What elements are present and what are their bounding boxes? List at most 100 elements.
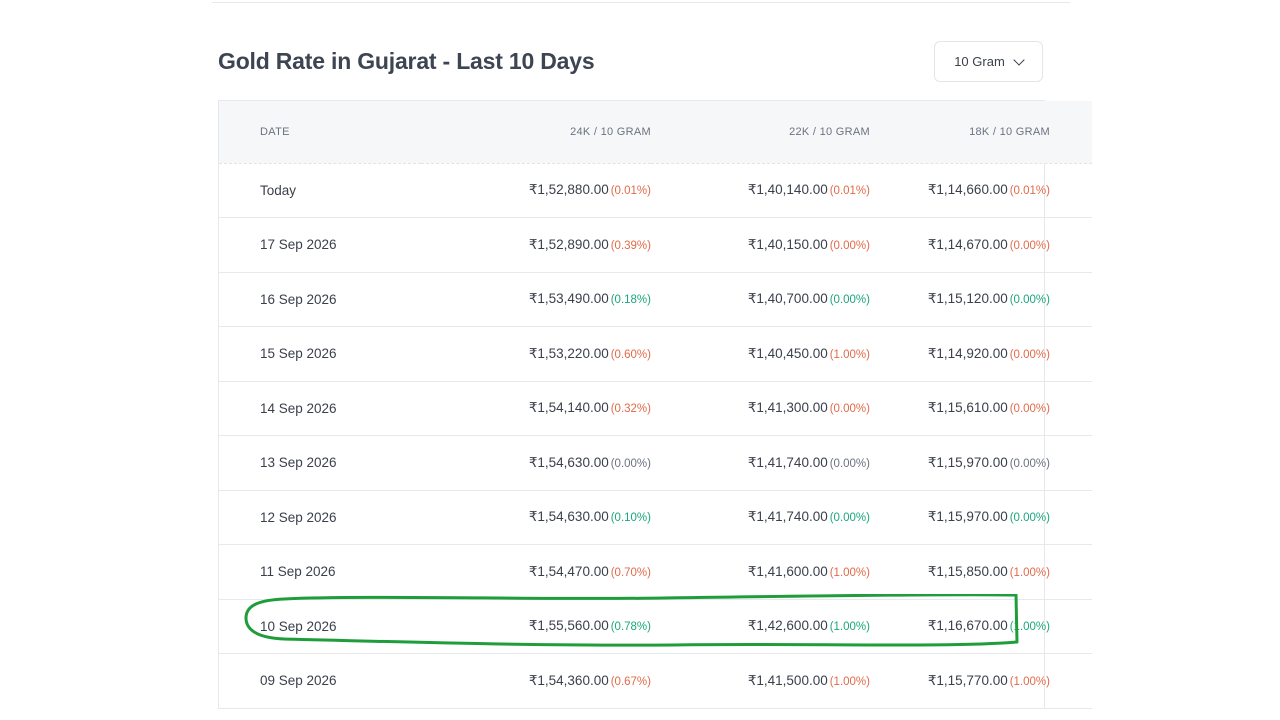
cell-24k: ₹1,55,560.00 (0.78%) (421, 599, 651, 654)
cell-24k-value: ₹1,54,470.00 (528, 563, 609, 579)
cell-18k-change: (0.00%) (1009, 457, 1050, 470)
chevron-down-icon (1013, 53, 1025, 66)
cell-18k: ₹1,15,850.00 (1.00%) (871, 544, 1092, 600)
cell-22k-value: ₹1,40,140.00 (747, 182, 828, 198)
cell-24k-change: (0.18%) (610, 294, 651, 307)
table-row: 16 Sep 2026 ₹1,53,490.00 (0.18%) ₹1,40,700.… (219, 272, 1092, 327)
cell-18k: ₹1,15,970.00 (0.00%) (871, 490, 1092, 545)
cell-24k-change: (0.00%) (610, 457, 651, 470)
cell-date-value: 15 Sep 2026 (260, 346, 337, 362)
cell-22k-change: (1.00%) (829, 566, 870, 579)
cell-date: 14 Sep 2026 (219, 381, 421, 436)
cell-18k: ₹1,14,670.00 (0.00%) (871, 217, 1092, 273)
cell-24k-value: ₹1,54,630.00 (528, 509, 609, 525)
cell-22k-value: ₹1,41,740.00 (747, 454, 828, 470)
cell-date: 13 Sep 2026 (219, 435, 421, 491)
cell-18k-value: ₹1,14,920.00 (927, 345, 1008, 361)
cell-18k-value: ₹1,14,670.00 (927, 236, 1008, 252)
cell-22k-value: ₹1,41,600.00 (747, 563, 828, 579)
cell-22k-change: (0.00%) (829, 239, 870, 252)
cell-22k-change: (0.00%) (829, 294, 870, 307)
cell-date-value: 17 Sep 2026 (260, 237, 337, 253)
cell-24k-change: (0.32%) (610, 403, 651, 416)
table-row: 09 Sep 2026 ₹1,54,360.00 (0.67%) ₹1,41,500.… (219, 653, 1092, 709)
cell-24k-change: (0.78%) (610, 621, 651, 634)
table-row: 15 Sep 2026 ₹1,53,220.00 (0.60%) ₹1,40,450.… (219, 326, 1092, 382)
cell-22k-change: (0.00%) (829, 512, 870, 525)
cell-24k-change: (0.70%) (610, 566, 651, 579)
table-row: 10 Sep 2026 ₹1,55,560.00 (0.78%) ₹1,42,600.… (219, 599, 1092, 654)
cell-22k: ₹1,40,140.00 (0.01%) (651, 163, 871, 218)
cell-24k: ₹1,53,220.00 (0.60%) (421, 326, 651, 382)
unit-dropdown[interactable]: 10 Gram (934, 41, 1043, 82)
cell-22k: ₹1,40,450.00 (1.00%) (651, 326, 871, 382)
cell-22k-value: ₹1,41,500.00 (747, 672, 828, 688)
cell-24k-value: ₹1,52,890.00 (528, 236, 609, 252)
gold-rate-table: DATE 24K / 10 GRAM 22K / 10 GRAM 18K / 1… (218, 100, 1092, 709)
cell-24k: ₹1,54,360.00 (0.67%) (421, 653, 651, 709)
cell-date-value: 11 Sep 2026 (260, 564, 336, 580)
cell-24k: ₹1,52,880.00 (0.01%) (421, 163, 651, 218)
cell-22k: ₹1,40,700.00 (0.00%) (651, 272, 871, 327)
header-date: DATE (219, 101, 421, 164)
cell-22k-value: ₹1,40,150.00 (747, 236, 828, 252)
header-24k: 24K / 10 GRAM (421, 101, 651, 164)
cell-18k-value: ₹1,15,770.00 (927, 672, 1008, 688)
cell-22k-change: (1.00%) (829, 621, 870, 634)
cell-18k: ₹1,16,670.00 (1.00%) (871, 599, 1092, 654)
cell-24k: ₹1,54,630.00 (0.10%) (421, 490, 651, 545)
cell-date: 10 Sep 2026 (219, 599, 421, 654)
cell-18k-change: (0.00%) (1009, 294, 1050, 307)
cell-24k-value: ₹1,54,630.00 (528, 454, 609, 470)
header-22k: 22K / 10 GRAM (651, 101, 871, 164)
cell-24k-value: ₹1,52,880.00 (528, 182, 609, 198)
cell-18k-change: (0.01%) (1009, 185, 1050, 198)
cell-22k-value: ₹1,40,700.00 (747, 291, 828, 307)
cell-22k: ₹1,41,600.00 (1.00%) (651, 544, 871, 600)
cell-date: 12 Sep 2026 (219, 490, 421, 545)
cell-date: 17 Sep 2026 (219, 217, 421, 273)
cell-date: 11 Sep 2026 (219, 544, 421, 600)
page-title: Gold Rate in Gujarat - Last 10 Days (218, 48, 595, 74)
cell-18k: ₹1,14,920.00 (0.00%) (871, 326, 1092, 382)
cell-24k: ₹1,54,470.00 (0.70%) (421, 544, 651, 600)
cell-date-value: 14 Sep 2026 (260, 400, 337, 416)
cell-22k: ₹1,41,300.00 (0.00%) (651, 381, 871, 436)
cell-date: 16 Sep 2026 (219, 272, 421, 327)
cell-24k-value: ₹1,54,140.00 (528, 400, 609, 416)
cell-22k-change: (0.00%) (829, 403, 870, 416)
table-header-row: DATE 24K / 10 GRAM 22K / 10 GRAM 18K / 1… (219, 101, 1092, 164)
cell-18k-value: ₹1,15,850.00 (927, 563, 1008, 579)
cell-24k-change: (0.01%) (610, 185, 651, 198)
cell-18k-value: ₹1,15,970.00 (927, 454, 1008, 470)
cell-22k-value: ₹1,41,300.00 (747, 400, 828, 416)
cell-18k-value: ₹1,15,120.00 (927, 291, 1008, 307)
cell-18k-change: (0.00%) (1009, 348, 1050, 361)
cell-22k-change: (0.01%) (829, 185, 870, 198)
cell-date-value: 12 Sep 2026 (260, 509, 337, 525)
cell-24k-value: ₹1,55,560.00 (528, 618, 609, 634)
cell-22k: ₹1,40,150.00 (0.00%) (651, 217, 871, 273)
cell-date-value: 16 Sep 2026 (260, 291, 337, 307)
cell-24k-change: (0.60%) (610, 348, 651, 361)
cell-24k: ₹1,54,140.00 (0.32%) (421, 381, 651, 436)
table-row: 11 Sep 2026 ₹1,54,470.00 (0.70%) ₹1,41,600.… (219, 544, 1092, 600)
cell-date-value: 09 Sep 2026 (260, 673, 337, 689)
cell-22k: ₹1,42,600.00 (1.00%) (651, 599, 871, 654)
cell-18k-change: (0.00%) (1009, 239, 1050, 252)
cell-22k-value: ₹1,40,450.00 (747, 345, 828, 361)
cell-18k-value: ₹1,16,670.00 (927, 618, 1008, 634)
cell-18k: ₹1,15,610.00 (0.00%) (871, 381, 1092, 436)
cell-date-value: 13 Sep 2026 (260, 455, 337, 471)
table-row: Today ₹1,52,880.00 (0.01%) ₹1,40,140.00 (0.0… (219, 163, 1092, 218)
cell-18k-change: (1.00%) (1009, 621, 1050, 634)
cell-18k-change: (1.00%) (1009, 675, 1050, 688)
cell-date: 15 Sep 2026 (219, 326, 421, 382)
cell-24k-change: (0.67%) (610, 675, 651, 688)
cell-22k: ₹1,41,740.00 (0.00%) (651, 435, 871, 491)
cell-18k-change: (0.00%) (1009, 403, 1050, 416)
cell-22k-change: (1.00%) (829, 675, 870, 688)
header-18k: 18K / 10 GRAM (871, 101, 1092, 164)
table-row: 17 Sep 2026 ₹1,52,890.00 (0.39%) ₹1,40,150.… (219, 217, 1092, 273)
cell-22k-change: (0.00%) (829, 457, 870, 470)
